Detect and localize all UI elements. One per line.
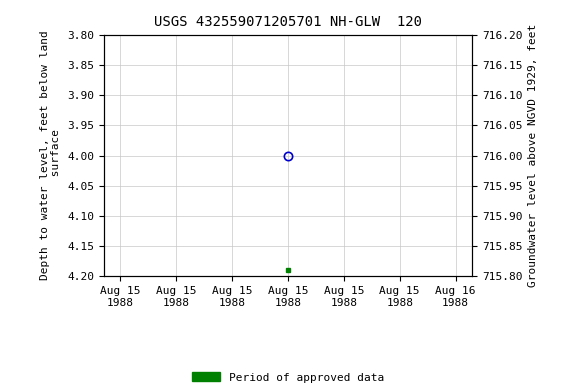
Y-axis label: Depth to water level, feet below land
 surface: Depth to water level, feet below land su… <box>40 31 62 280</box>
Y-axis label: Groundwater level above NGVD 1929, feet: Groundwater level above NGVD 1929, feet <box>528 24 538 287</box>
Legend: Period of approved data: Period of approved data <box>188 368 388 384</box>
Title: USGS 432559071205701 NH-GLW  120: USGS 432559071205701 NH-GLW 120 <box>154 15 422 29</box>
